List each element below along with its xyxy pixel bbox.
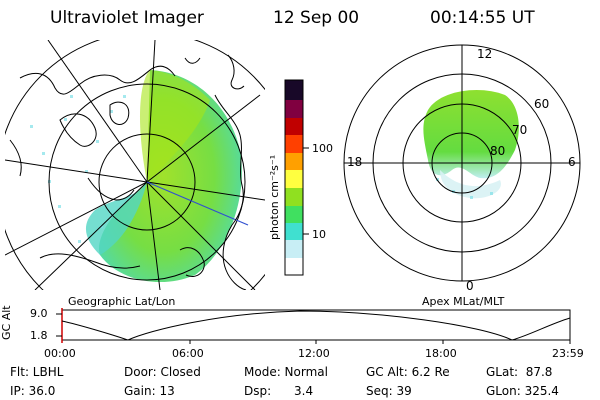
altitude-plot — [56, 308, 571, 344]
info-glat: GLat: 87.8 — [486, 365, 553, 379]
info-seq: Seq: 39 — [366, 384, 412, 398]
colorbar-seg — [285, 257, 303, 275]
colorbar-seg — [285, 170, 303, 188]
colorbar-seg — [285, 152, 303, 170]
info-gc-alt: GC Alt: 6.2 Re — [366, 365, 450, 379]
instrument-title: Ultraviolet Imager — [50, 8, 204, 28]
latitude-circles — [5, 40, 265, 290]
colorbar-unit-label: photon cm⁻²s⁻¹ — [268, 155, 281, 240]
mlt-label-6: 6 — [568, 155, 576, 169]
meridians — [5, 40, 265, 290]
info-dsp: Dsp: 3.4 — [244, 384, 314, 398]
mlt-lines — [344, 45, 580, 281]
right-panel-caption: Apex MLat/MLT — [422, 295, 505, 308]
time-tick-1200: 12:00 — [298, 347, 330, 360]
mlat-label-70: 70 — [512, 123, 527, 137]
altitude-curve — [61, 310, 571, 341]
info-gain: Gain: 13 — [124, 384, 175, 398]
colorbar-seg — [285, 240, 303, 258]
info-glon: GLon: 325.4 — [486, 384, 559, 398]
time-label: 00:14:55 UT — [430, 8, 535, 28]
coastlines — [9, 54, 247, 290]
colorbar-seg — [285, 80, 303, 100]
colorbar-seg — [285, 222, 303, 240]
colorbar-seg — [285, 100, 303, 118]
mlat-label-80: 80 — [490, 144, 505, 158]
mlt-label-0: 0 — [466, 279, 474, 293]
colorbar: 100 10 photon cm⁻²s⁻¹ — [268, 79, 333, 276]
colorbar-seg — [285, 117, 303, 135]
colorbar-seg — [285, 135, 303, 153]
time-tick-2359: 23:59 — [552, 347, 584, 360]
sun-direction-line — [146, 181, 249, 226]
colorbar-tick-100: 100 — [312, 142, 333, 155]
colorbar-tick-10: 10 — [312, 228, 326, 241]
altitude-tick-low: 1.8 — [30, 329, 48, 342]
time-tick-0000: 00:00 — [44, 347, 76, 360]
aurora-emission-left — [99, 70, 242, 283]
mlt-label-12: 12 — [477, 47, 492, 61]
mlt-label-18: 18 — [347, 155, 362, 169]
info-filter: Flt: LBHL — [10, 365, 64, 379]
time-tick-1800: 18:00 — [425, 347, 457, 360]
left-panel-caption: Geographic Lat/Lon — [68, 295, 176, 308]
altitude-axis-label: GC Alt — [0, 305, 13, 340]
mlat-mlt-dial: 12 18 6 0 60 70 80 — [343, 44, 581, 293]
colorbar-seg — [285, 188, 303, 206]
geographic-map — [5, 40, 265, 290]
time-tick-0600: 06:00 — [172, 347, 204, 360]
date-label: 12 Sep 00 — [273, 8, 360, 28]
info-door: Door: Closed — [124, 365, 201, 379]
info-ip: IP: 36.0 — [10, 384, 56, 398]
mlat-label-60: 60 — [534, 97, 549, 111]
colorbar-seg — [285, 205, 303, 223]
altitude-tick-high: 9.0 — [30, 307, 48, 320]
info-mode: Mode: Normal — [244, 365, 328, 379]
